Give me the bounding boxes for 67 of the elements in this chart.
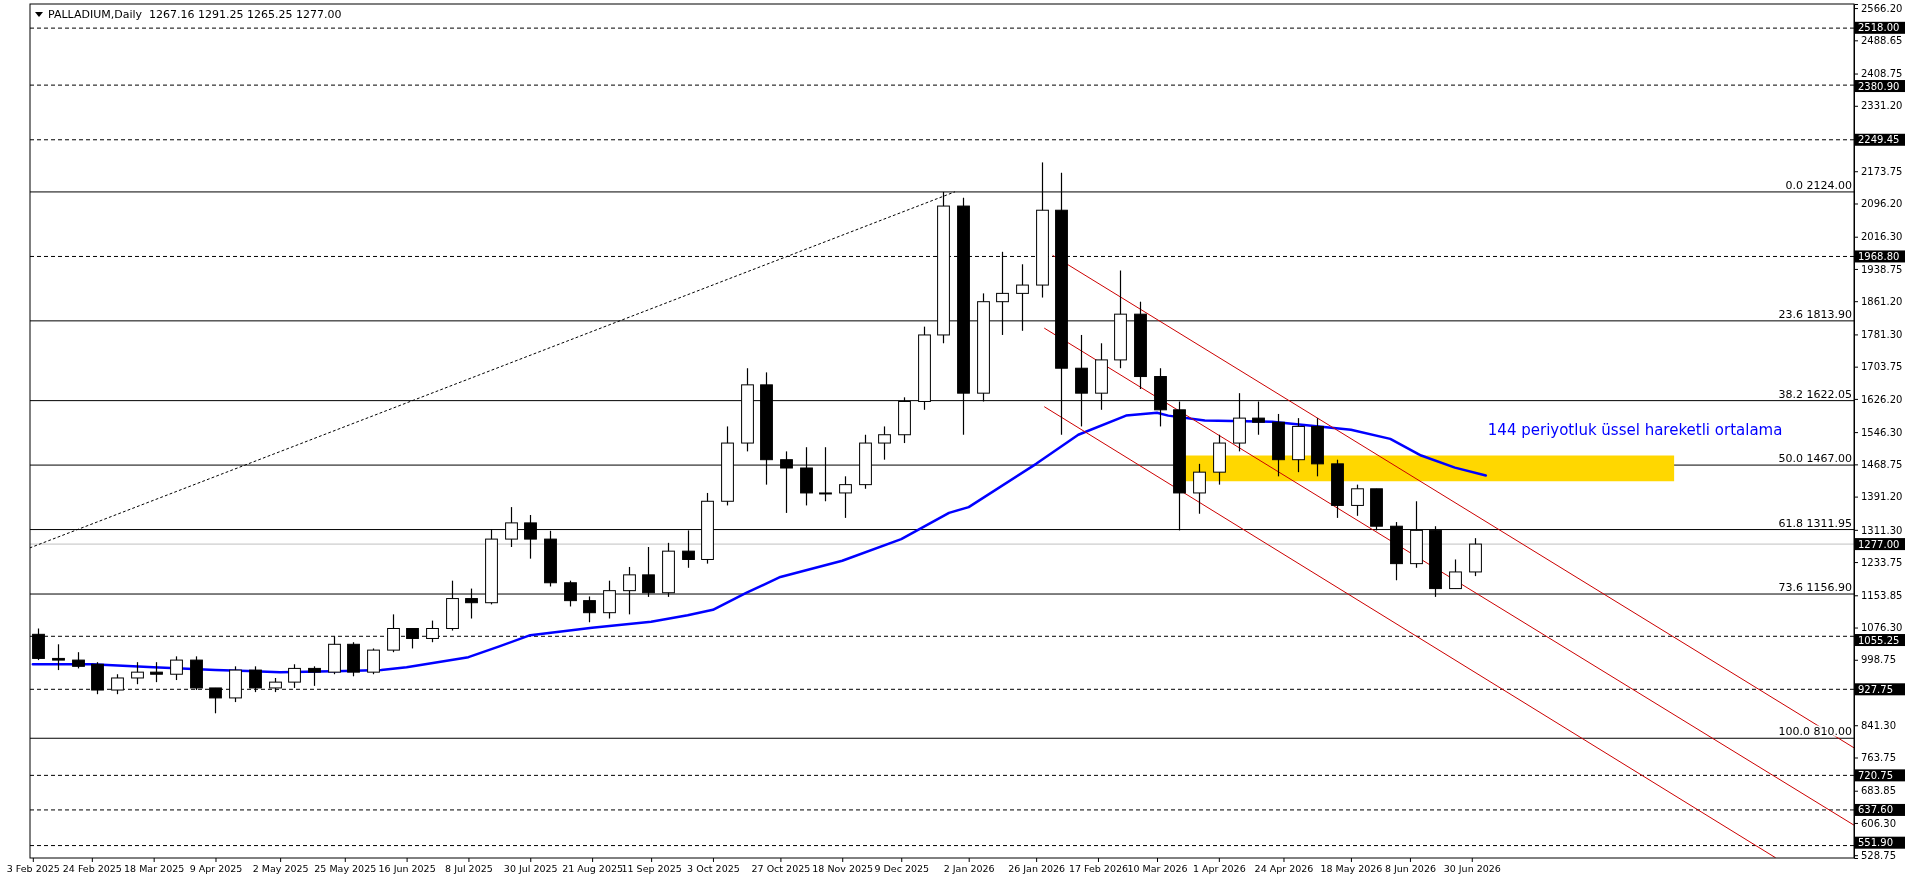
y-tick-label: 2096.20	[1861, 198, 1903, 210]
y-tick-label: 1233.75	[1861, 556, 1903, 568]
y-tick-label: 1781.30	[1861, 329, 1903, 341]
y-tick-label: 2331.20	[1861, 100, 1903, 112]
x-tick-label: 3 Feb 2025	[6, 862, 60, 874]
y-tick-label: 1153.85	[1861, 589, 1903, 601]
y-tick-label: 2566.20	[1861, 2, 1903, 14]
x-tick-label: 11 Sep 2025	[621, 862, 682, 874]
ref-line-label: 927.75	[1858, 683, 1893, 695]
ref-line-label: 23.6 1813.90	[1778, 307, 1852, 321]
x-tick-label: 1 Apr 2026	[1192, 862, 1246, 874]
x-tick-label: 8 Jul 2025	[445, 862, 493, 874]
y-tick-label: 1938.75	[1861, 263, 1903, 275]
y-tick-label: 841.30	[1861, 719, 1896, 731]
y-tick-label: 2488.65	[1861, 35, 1903, 47]
chart-title: PALLADIUM,Daily 1267.16 1291.25 1265.25 1277.00	[48, 8, 342, 21]
y-tick-label: 998.75	[1861, 654, 1896, 666]
x-tick-label: 18 Mar 2025	[124, 862, 185, 874]
y-tick-label: 1311.30	[1861, 524, 1903, 536]
x-tick-label: 18 May 2026	[1320, 862, 1383, 874]
ref-line-label: 2380.90	[1858, 80, 1900, 92]
text: 144 periyotluk üssel hareketli ortalama	[1487, 421, 1783, 440]
ref-line-label: 1968.80	[1858, 250, 1900, 262]
x-tick-label: 18 Nov 2025	[812, 862, 874, 874]
x-tick-label: 16 Jun 2025	[378, 862, 436, 874]
x-tick-label: 10 Mar 2026	[1127, 862, 1188, 874]
y-tick-label: 1626.20	[1861, 393, 1903, 405]
x-tick-label: 2 Jan 2026	[943, 862, 995, 874]
y-tick-label: 1861.20	[1861, 295, 1903, 307]
x-tick-label: 2 May 2025	[252, 862, 309, 874]
x-tick-label: 27 Oct 2025	[751, 862, 811, 874]
x-tick-label: 26 Jan 2026	[1008, 862, 1066, 874]
y-tick-label: 683.85	[1861, 785, 1896, 797]
y-tick-label: 1468.75	[1861, 459, 1903, 471]
y-tick-label: 2408.75	[1861, 68, 1903, 80]
x-tick-label: 30 Jul 2025	[503, 862, 558, 874]
ref-line-label: 720.75	[1858, 769, 1893, 781]
y-tick-label: 528.75	[1861, 849, 1896, 861]
ref-line-label: 551.90	[1858, 837, 1893, 849]
y-tick-label: 1703.75	[1861, 361, 1903, 373]
x-tick-label: 25 May 2025	[314, 862, 377, 874]
ref-line-label: 38.2 1622.05	[1778, 387, 1852, 401]
y-tick-label: 1546.30	[1861, 426, 1903, 438]
ref-line-label: 1277.00	[1858, 538, 1900, 550]
ref-line-label: 637.60	[1858, 804, 1893, 816]
x-tick-label: 3 Oct 2025	[687, 862, 740, 874]
ref-line-label: 1055.25	[1858, 634, 1900, 646]
x-tick-label: 24 Apr 2026	[1254, 862, 1314, 874]
x-tick-label: 9 Dec 2025	[874, 862, 930, 874]
y-tick-label: 2016.30	[1861, 231, 1903, 243]
x-tick-label: 24 Feb 2025	[62, 862, 122, 874]
ref-line-label: 2249.45	[1858, 134, 1900, 146]
ref-line-label: 50.0 1467.00	[1778, 452, 1852, 466]
y-tick-label: 2173.75	[1861, 165, 1903, 177]
y-tick-label: 1076.30	[1861, 622, 1903, 634]
x-tick-label: 21 Aug 2025	[562, 862, 624, 874]
ref-line-label: 2518.00	[1858, 22, 1900, 34]
x-tick-label: 17 Feb 2026	[1068, 862, 1129, 874]
x-tick-label: 8 Jun 2026	[1384, 862, 1436, 874]
x-tick-label: 30 Jun 2026	[1443, 862, 1501, 874]
y-tick-label: 763.75	[1861, 752, 1896, 764]
ref-line-label: 73.6 1156.90	[1778, 581, 1852, 595]
x-tick-label: 9 Apr 2025	[189, 862, 243, 874]
y-tick-label: 606.30	[1861, 817, 1896, 829]
y-tick-label: 1391.20	[1861, 491, 1903, 503]
ref-line-label: 0.0 2124.00	[1785, 178, 1852, 192]
ref-line-label: 61.8 1311.95	[1778, 516, 1852, 530]
